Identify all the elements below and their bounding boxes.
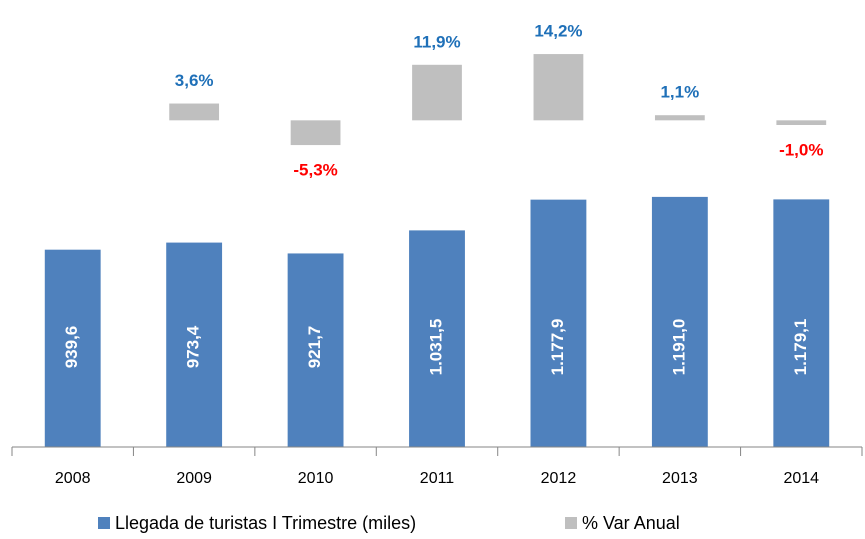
x-tick-label: 2009 [176,470,212,487]
bar [287,253,344,447]
bar [530,199,587,447]
x-tick-label: 2013 [662,470,698,487]
data-label: 3,6% [175,71,214,90]
bar [654,115,705,121]
x-tick-label: 2011 [420,470,455,487]
bar [776,120,827,125]
data-label: -1,0% [779,140,823,159]
x-tick-label: 2008 [55,470,91,487]
data-label: -5,3% [293,161,337,180]
legend-swatch [565,517,577,529]
data-label: 14,2% [534,22,582,41]
data-label: 1,1% [660,83,699,102]
legend-label: Llegada de turistas I Trimestre (miles) [115,513,416,533]
bar [412,64,462,121]
legend-swatch [98,517,110,529]
x-tick-label: 2010 [298,470,334,487]
data-label: 973,4 [184,325,203,368]
data-label: 939,6 [62,326,81,369]
bar [166,242,223,447]
data-label: 11,9% [413,32,460,51]
bar [773,199,830,447]
legend-label: % Var Anual [582,513,680,533]
x-tick-label: 2012 [541,470,577,487]
data-label: 1.191,0 [669,319,688,376]
bar [169,103,220,121]
bar [290,120,341,146]
data-label: 921,7 [305,326,324,369]
data-label: 1.179,1 [791,319,810,376]
data-label: 1.177,9 [548,319,567,376]
bar [44,249,101,447]
bar [651,196,708,447]
x-tick-label: 2014 [783,470,819,487]
data-label: 1.031,5 [426,319,445,376]
bar [533,54,584,121]
bar [409,230,465,447]
